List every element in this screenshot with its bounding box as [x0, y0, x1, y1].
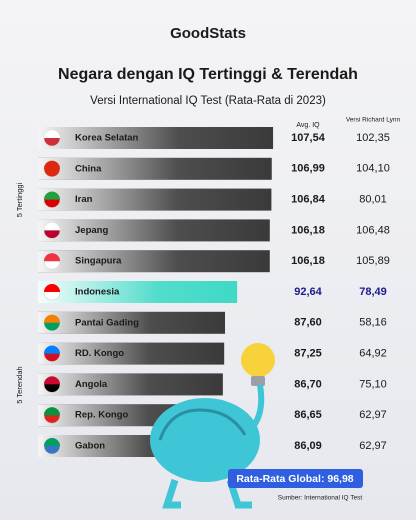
- illustration: [150, 343, 275, 509]
- value-label: 106,18: [291, 224, 325, 236]
- value-label: 87,60: [294, 317, 322, 329]
- category-label: Rep. Kongo: [75, 410, 128, 421]
- logo: GoodStats: [170, 25, 246, 42]
- category-label: Gabon: [75, 441, 105, 452]
- category-label: Korea Selatan: [75, 133, 139, 144]
- value-label: 106,48: [356, 224, 390, 236]
- value-label: 86,65: [294, 409, 322, 421]
- value-label: 105,89: [356, 255, 390, 267]
- bar-fade: [38, 281, 238, 303]
- column-header: Versi Richard Lynn: [346, 117, 401, 124]
- bar-fade: [38, 127, 274, 149]
- category-label: Singapura: [75, 256, 122, 267]
- annotation: Rata-Rata Global: 96,98: [236, 473, 353, 485]
- category-label: Indonesia: [75, 287, 120, 298]
- annotation-box: [228, 469, 363, 488]
- value-label: 106,18: [291, 255, 325, 267]
- flag: [44, 253, 60, 262]
- value-label: 62,97: [359, 440, 387, 452]
- value-label: 87,25: [294, 348, 322, 360]
- value-label: 107,54: [291, 132, 326, 144]
- value-label: 75,10: [359, 378, 387, 390]
- bar-fade: [38, 188, 272, 211]
- category-label: Jepang: [75, 225, 108, 236]
- value-label: 92,64: [294, 286, 322, 298]
- flag: [44, 407, 60, 416]
- category-label: Pantai Gading: [75, 317, 139, 328]
- flag: [44, 345, 60, 354]
- value-label: 64,92: [359, 348, 387, 360]
- category-label: Iran: [75, 194, 93, 205]
- bar-fade: [38, 342, 225, 365]
- bar-fade: [38, 219, 270, 242]
- flag: [44, 191, 60, 200]
- flag: [44, 438, 60, 446]
- value-label: 86,70: [294, 378, 322, 390]
- value-label: 106,84: [291, 194, 326, 206]
- flag: [44, 284, 60, 292]
- flag: [44, 314, 60, 323]
- value-label: 86,09: [294, 440, 322, 452]
- category-label: RD. Kongo: [75, 348, 124, 359]
- category-label: China: [75, 163, 102, 174]
- flag: [44, 130, 60, 138]
- category-label: Angola: [75, 379, 108, 390]
- flag: [44, 160, 60, 169]
- value-label: 78,49: [359, 286, 387, 298]
- flag: [44, 376, 60, 385]
- bar-fade: [38, 157, 272, 180]
- bar-fade: [38, 250, 270, 273]
- chart-title: Negara dengan IQ Tertinggi & Terendah: [58, 66, 358, 83]
- group-label: 5 Tertinggi: [15, 182, 24, 217]
- value-label: 106,99: [291, 163, 325, 175]
- value-label: 104,10: [356, 163, 390, 175]
- group-label: 5 Terendah: [15, 366, 24, 403]
- chart-subtitle: Versi International IQ Test (Rata-Rata d…: [90, 95, 326, 107]
- flag: [44, 222, 60, 231]
- column-header: Avg. IQ: [296, 122, 320, 129]
- value-label: 62,97: [359, 409, 387, 421]
- value-label: 80,01: [359, 194, 387, 206]
- bar-fade: [38, 373, 223, 396]
- bar-fade: [38, 311, 226, 334]
- value-label: 102,35: [356, 132, 390, 144]
- value-label: 58,16: [359, 317, 387, 329]
- source: Sumber: International IQ Test: [278, 495, 363, 502]
